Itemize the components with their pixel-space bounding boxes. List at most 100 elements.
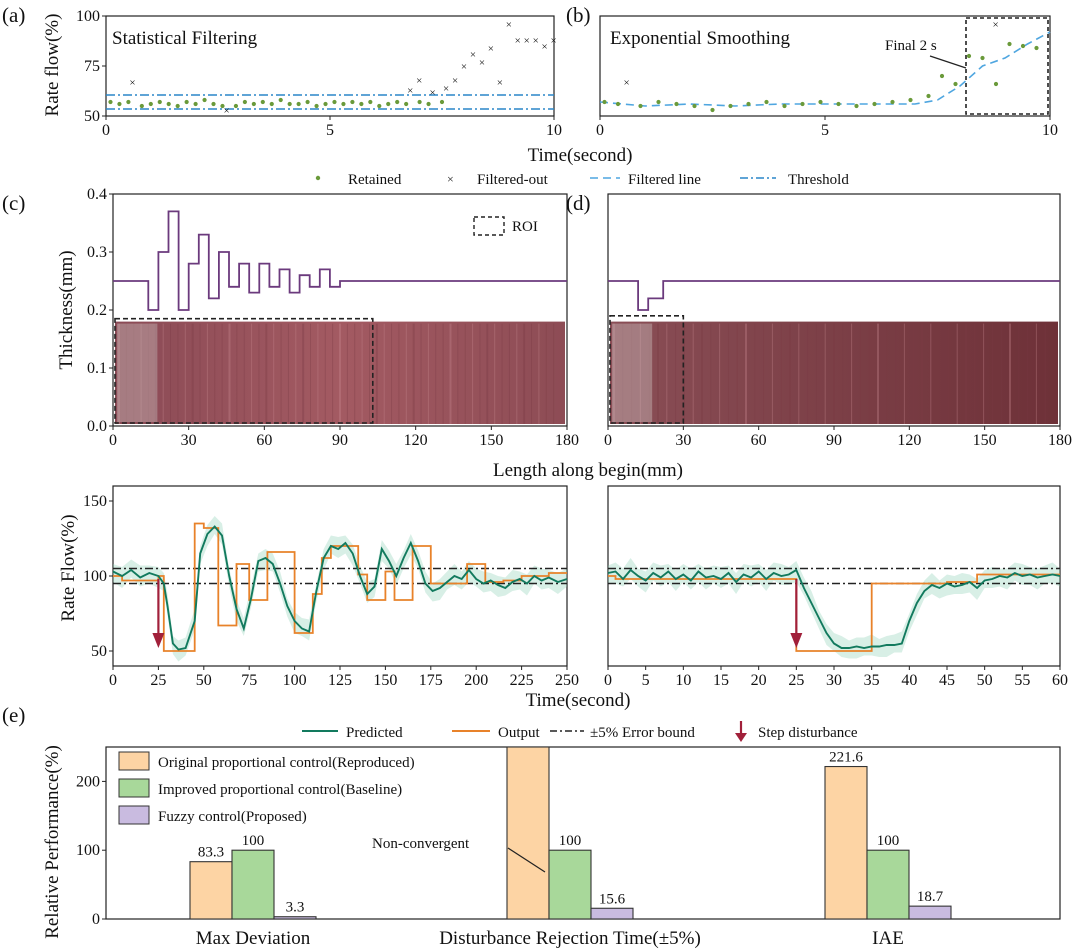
retained-point [260, 99, 265, 105]
category-label: Disturbance Rejection Time(±5%) [439, 928, 701, 949]
a-ytick-label: 50 [84, 108, 100, 125]
retained-point [656, 99, 661, 105]
retained-point [193, 101, 198, 107]
filtered-out-point: × [470, 49, 476, 61]
filtered-out-point: × [479, 57, 485, 69]
bar-value-label: 100 [242, 833, 265, 849]
legend-top: Retained × Filtered-out Filtered line Th… [315, 172, 849, 188]
filtered-out-point: × [497, 77, 503, 89]
d-xtick-label: 0 [604, 432, 612, 449]
lower-left-ytick-label: 150 [83, 493, 107, 510]
ylabel-middle: Thickness(mm) [56, 250, 77, 369]
retained-point [710, 107, 715, 113]
ylabel-bottom: Relative Performance(%) [42, 745, 63, 939]
legend-lower: Predicted Output ±5% Error bound Step di… [302, 721, 858, 742]
strip-highlight [117, 323, 158, 422]
retained-point [377, 103, 382, 109]
strip-image [610, 321, 1058, 424]
filtered-out-point: × [542, 41, 548, 53]
lower-right-xtick-label: 25 [788, 672, 804, 689]
lower-right-xtick-label: 55 [1014, 672, 1030, 689]
lower-left-xtick-label: 225 [510, 672, 534, 689]
legend-disturbance-arrowhead [735, 733, 747, 742]
legend-threshold: Threshold [788, 172, 849, 188]
plot-lower-right: 0 5 10 15 20 25 30 35 40 45 50 55 60 [604, 485, 1068, 689]
bar-improved [231, 849, 275, 920]
strip-image [115, 321, 565, 424]
retained-point [439, 99, 445, 105]
c-ytick-label: 0.4 [87, 186, 107, 203]
retained-point [269, 101, 274, 107]
bar-value-label: 15.6 [599, 891, 626, 907]
panel-label-b: (b) [566, 3, 591, 27]
retained-point [764, 99, 769, 105]
bar-fuzzy [590, 907, 634, 920]
panel-label-a: (a) [2, 3, 25, 27]
title-b: Exponential Smoothing [610, 28, 790, 49]
retained-point [332, 99, 337, 105]
ylabel-top: Rate flow(%) [42, 14, 63, 117]
annotation-non-convergent-line [507, 847, 546, 873]
retained-point [728, 103, 733, 109]
filtered-out-point: × [533, 35, 539, 47]
disturbance-arrowhead [790, 633, 803, 648]
lower-left-xtick-label: 75 [241, 672, 257, 689]
d-xtick-label: 60 [751, 432, 767, 449]
retained-point [674, 101, 679, 107]
legend-filtered-out: Filtered-out [477, 172, 549, 188]
lower-left-xtick-label: 0 [109, 672, 117, 689]
lower-left-ytick-label: 100 [83, 568, 107, 585]
retained-point [175, 103, 180, 109]
xlabel-middle: Length along begin(mm) [493, 460, 683, 481]
bar-improved [548, 849, 592, 920]
plot-a: Statistical Filtering ××××× ××××××××× × × × ×… [76, 8, 562, 139]
predicted-line [112, 525, 568, 651]
legend-original-label: Original proportional control(Reproduced… [158, 755, 415, 771]
c-xtick-label: 120 [404, 432, 428, 449]
filtered-out-point: × [129, 77, 135, 89]
retained-point [233, 103, 239, 109]
retained-point [148, 101, 153, 107]
c-xtick-label: 0 [109, 432, 117, 449]
lower-right-xtick-label: 60 [1052, 672, 1068, 689]
b-xtick-label: 0 [596, 122, 604, 139]
plot-b: Exponential Smoothing Final 2 s × × 0 5 10 [596, 15, 1058, 139]
retained-point [426, 101, 431, 107]
panel-label-d: (d) [566, 191, 591, 215]
xlabel-lower: Time(second) [526, 690, 631, 711]
filtered-out-point: × [515, 35, 521, 47]
retained-point [966, 53, 972, 59]
lower-left-xtick-label: 100 [283, 672, 307, 689]
lower-left-xtick-label: 125 [328, 672, 352, 689]
c-xtick-label: 180 [555, 432, 579, 449]
legend-original-swatch [118, 751, 150, 771]
panel-label-e: (e) [2, 703, 25, 727]
bar-value-label: 100 [559, 833, 582, 849]
retained-point [296, 101, 301, 107]
lower-left-xtick-label: 175 [419, 672, 443, 689]
legend-retained-marker [315, 175, 321, 181]
retained-point [350, 99, 355, 105]
bar-original [189, 861, 233, 920]
legend-improved-swatch [118, 778, 150, 798]
filtered-out-point: × [452, 75, 458, 87]
legend-step-disturbance: Step disturbance [758, 725, 858, 741]
c-xtick-label: 60 [256, 432, 272, 449]
legend-retained: Retained [348, 172, 402, 188]
c-xtick-label: 90 [332, 432, 348, 449]
retained-point [117, 101, 122, 107]
filtered-out-point: × [506, 19, 512, 31]
b-xtick-label: 10 [1042, 122, 1058, 139]
lower-left-xtick-label: 25 [150, 672, 166, 689]
lower-right-xtick-label: 50 [977, 672, 993, 689]
retained-point [242, 99, 247, 105]
a-xtick-label: 5 [326, 122, 334, 139]
retained-point [854, 103, 859, 109]
retained-point [386, 101, 391, 107]
retained-point [359, 101, 364, 107]
legend-error-bound: ±5% Error bound [590, 725, 695, 741]
annotation-non-convergent: Non-convergent [372, 836, 470, 852]
lower-right-xtick-label: 0 [604, 672, 612, 689]
c-ytick-label: 0.0 [87, 418, 107, 435]
